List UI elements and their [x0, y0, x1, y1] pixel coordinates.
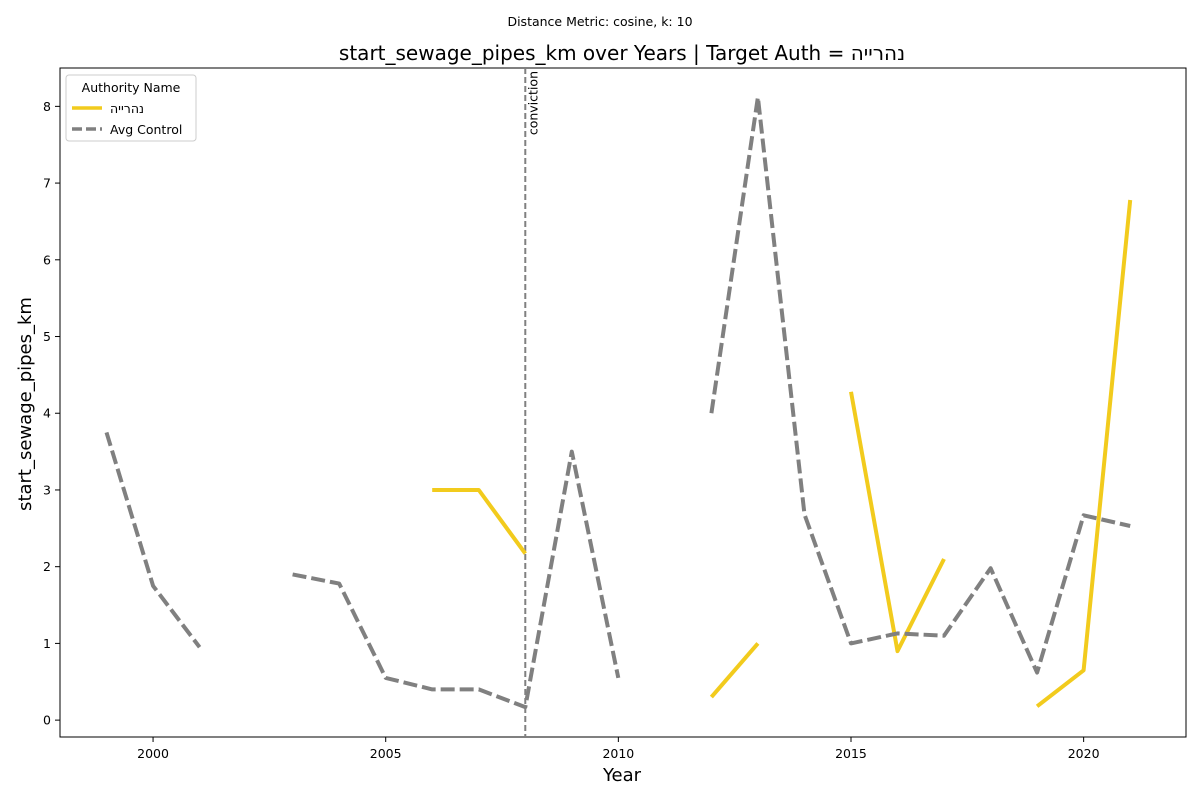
target-series-line	[432, 488, 527, 555]
y-tick-label: 1	[43, 636, 51, 651]
target-series-line	[849, 391, 946, 654]
legend-box	[65, 74, 197, 142]
target-series-line	[709, 642, 760, 699]
conviction-label: conviction	[525, 71, 540, 135]
y-tick-label: 4	[43, 406, 51, 421]
x-tick-label: 2020	[1068, 746, 1100, 761]
legend: Authority Name נהרייה Avg Control	[65, 74, 197, 142]
target-series-line	[1035, 199, 1133, 708]
x-tick-label: 2005	[370, 746, 402, 761]
plot-area: 2000 2005 2010 2015 2020 0 1 2 3 4 5 6 7 8 conviction	[43, 67, 1187, 761]
y-tick-label: 8	[43, 99, 51, 114]
chart-title: start_sewage_pipes_km over Years | Targe…	[339, 41, 905, 65]
y-tick-label: 5	[43, 329, 51, 344]
legend-label-control: Avg Control	[110, 122, 182, 137]
plot-frame	[59, 67, 1187, 738]
y-tick-label: 0	[43, 713, 51, 728]
control-series-line	[292, 449, 621, 710]
legend-label-target: נהרייה	[110, 101, 144, 116]
x-tick-label: 2010	[602, 746, 634, 761]
x-axis-label: Year	[602, 765, 642, 786]
y-tick-label: 3	[43, 482, 51, 497]
y-tick-label: 7	[43, 176, 51, 191]
y-tick-label: 6	[43, 252, 51, 267]
control-series-line	[104, 431, 202, 649]
x-tick-label: 2015	[835, 746, 867, 761]
chart-suptitle: Distance Metric: cosine, k: 10	[507, 14, 692, 29]
y-axis-label: start_sewage_pipes_km	[15, 297, 36, 511]
control-series-line	[709, 95, 1131, 675]
legend-title: Authority Name	[82, 80, 181, 95]
y-tick-label: 2	[43, 559, 51, 574]
x-tick-label: 2000	[137, 746, 169, 761]
